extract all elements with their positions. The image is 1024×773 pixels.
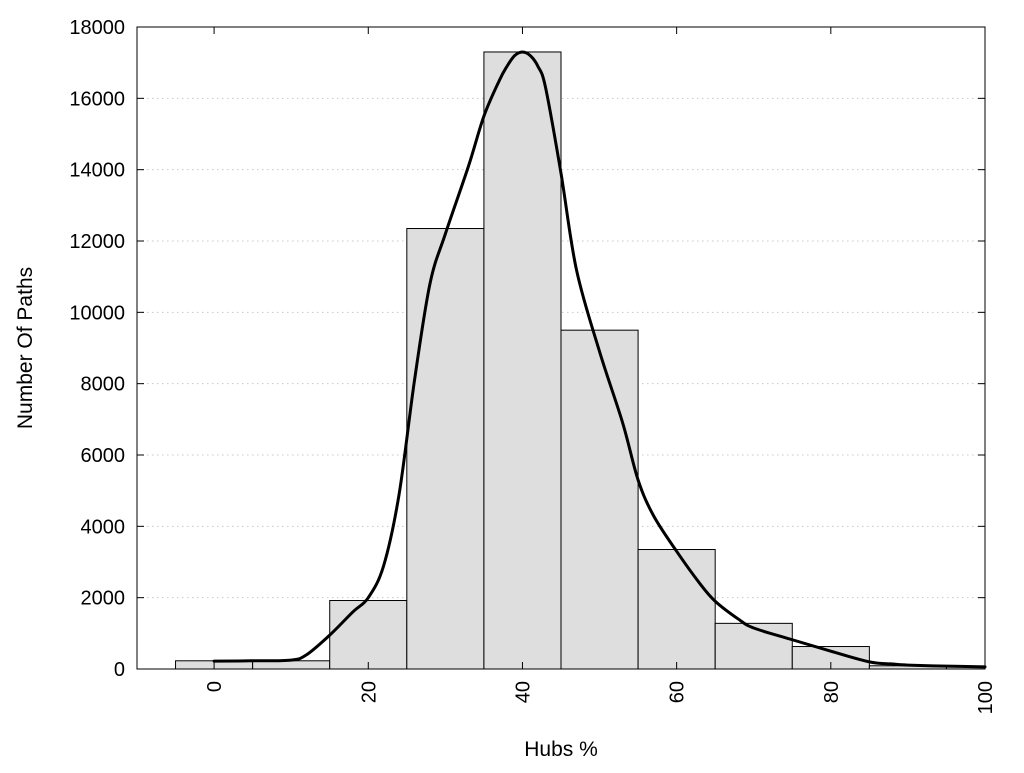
- ticks-layer: [137, 26, 986, 670]
- x-tick-label: 0: [204, 681, 226, 692]
- x-tick-label: 60: [667, 681, 689, 703]
- y-tick-label: 12000: [69, 231, 125, 253]
- y-tick-label: 4000: [81, 516, 126, 538]
- x-tick-label: 80: [821, 681, 843, 703]
- y-tick-label: 16000: [69, 88, 125, 110]
- histogram-bar: [329, 600, 408, 670]
- histogram-bar: [637, 549, 716, 670]
- y-tick-label: 18000: [69, 17, 125, 39]
- density-curve: [212, 50, 987, 669]
- histogram-bar: [714, 622, 793, 670]
- x-axis-title: Hubs %: [524, 738, 598, 761]
- x-tick-label: 20: [358, 681, 380, 703]
- x-tick-label: 100: [975, 681, 997, 714]
- x-tick-labels: 0 20 40 60 80 100: [204, 681, 997, 714]
- y-tick-labels: 0 2000 4000 6000 8000 10000 12000 14000 16000 180…: [69, 17, 125, 681]
- histogram-bar: [483, 51, 562, 670]
- y-tick-label: 8000: [81, 374, 126, 396]
- y-tick-label: 10000: [69, 302, 125, 324]
- x-tick-label: 40: [512, 681, 534, 703]
- grid-layer: [137, 97, 985, 599]
- histogram-bar: [560, 329, 639, 670]
- histogram-bar: [406, 228, 485, 670]
- y-tick-label: 14000: [69, 160, 125, 182]
- plot-area-frame: [136, 26, 986, 670]
- bars-layer: [175, 51, 986, 670]
- y-tick-label: 0: [114, 659, 125, 681]
- curve-layer: [212, 50, 987, 669]
- y-axis-title: Number Of Paths: [14, 267, 37, 429]
- y-tick-label: 2000: [81, 588, 126, 610]
- y-tick-label: 6000: [81, 445, 126, 467]
